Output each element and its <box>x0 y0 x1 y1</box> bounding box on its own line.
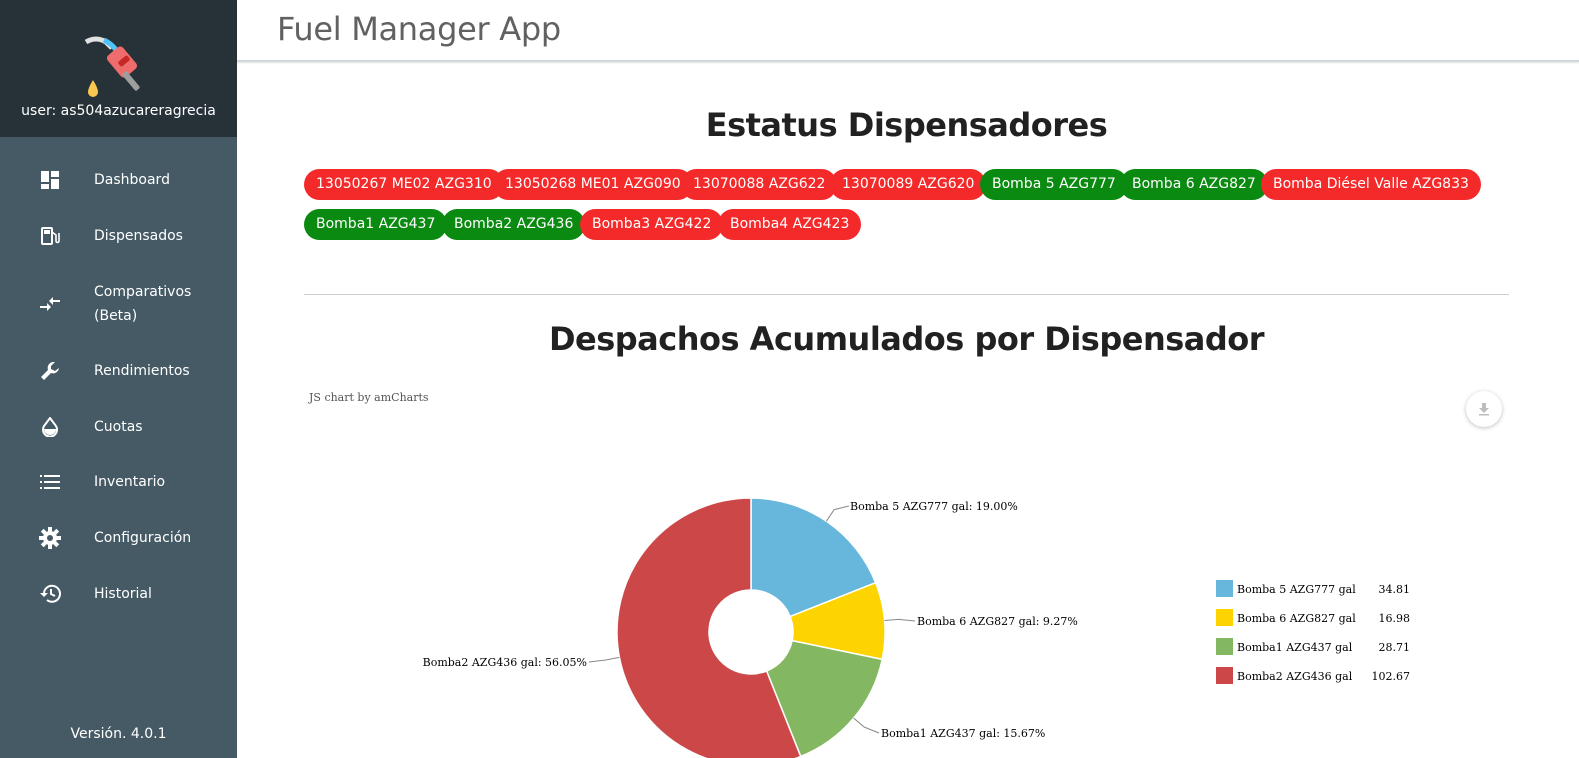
legend-label[interactable]: Bomba 5 AZG777 gal <box>1237 583 1356 596</box>
sidebar-item-label: Comparativos <box>94 284 192 300</box>
slice-label-leader <box>884 618 916 622</box>
dispenser-status-chip[interactable]: Bomba1 AZG437 <box>304 209 448 240</box>
sidebar-item-configuracion[interactable]: Configuración <box>0 518 237 558</box>
legend-label[interactable]: Bomba1 AZG437 gal <box>1237 641 1353 654</box>
dispenser-status-chip[interactable]: Bomba Diésel Valle AZG833 <box>1261 169 1481 200</box>
sidebar-item-historial[interactable]: Historial <box>0 574 237 614</box>
legend-marker[interactable] <box>1216 667 1233 684</box>
user-label: user: as504azucareragrecia <box>21 103 216 119</box>
slice-label-leader <box>588 656 620 663</box>
dispenser-status-chip[interactable]: Bomba3 AZG422 <box>580 209 724 240</box>
legend-label[interactable]: Bomba 6 AZG827 gal <box>1237 612 1356 625</box>
sidebar: user: as504azucareragrecia Dashboard Dis… <box>0 0 237 758</box>
dashboard-icon <box>39 169 61 191</box>
dispenser-status-chip[interactable]: Bomba 5 AZG777 <box>980 169 1128 200</box>
sidebar-item-label: Dispensados <box>94 228 183 244</box>
sidebar-item-inventario[interactable]: Inventario <box>0 462 237 502</box>
pie-slice[interactable] <box>750 497 877 618</box>
sidebar-item-cuotas[interactable]: Cuotas <box>0 407 237 447</box>
sidebar-item-label: Configuración <box>94 530 192 546</box>
chart-section-title: Despachos Acumulados por Dispensador <box>548 320 1265 358</box>
dispenser-status-chip[interactable]: Bomba 6 AZG827 <box>1120 169 1268 200</box>
legend-value: 102.67 <box>1372 670 1411 683</box>
top-header: Fuel Manager App <box>237 0 1579 62</box>
sidebar-item-comparativos[interactable]: Comparativos (Beta) <box>0 280 237 330</box>
slice-label: Bomba1 AZG437 gal: 15.67% <box>881 727 1045 740</box>
gear-icon <box>39 527 61 549</box>
history-icon <box>39 583 61 605</box>
slice-label-leader <box>853 717 880 734</box>
dispenser-status-chip[interactable]: Bomba2 AZG436 <box>442 209 586 240</box>
dispenser-status-chip[interactable]: Bomba4 AZG423 <box>718 209 862 240</box>
sidebar-item-label: Rendimientos <box>94 363 190 379</box>
legend-marker[interactable] <box>1216 609 1233 626</box>
status-section-title: Estatus Dispensadores <box>705 106 1108 144</box>
slice-label: Bomba2 AZG436 gal: 56.05% <box>423 656 587 669</box>
legend-marker[interactable] <box>1216 580 1233 597</box>
app-title: Fuel Manager App <box>277 10 561 48</box>
slice-label: Bomba 6 AZG827 gal: 9.27% <box>917 615 1078 628</box>
wrench-icon <box>39 360 61 382</box>
fuel-pump-icon <box>39 225 61 247</box>
pie-slice[interactable] <box>765 639 884 758</box>
list-icon <box>39 471 61 493</box>
dispenser-status-chip[interactable]: 13070089 AZG620 <box>830 169 987 200</box>
dispenser-status-chip[interactable]: 13050267 ME02 AZG310 <box>304 169 504 200</box>
dispenser-status-chip[interactable]: 13070088 AZG622 <box>681 169 838 200</box>
sidebar-item-label-beta: (Beta) <box>94 308 138 324</box>
sidebar-item-dashboard[interactable]: Dashboard <box>0 160 237 200</box>
fuel-nozzle-logo-icon <box>84 36 140 97</box>
slice-label-leader <box>825 505 850 522</box>
sidebar-item-dispensados[interactable]: Dispensados <box>0 216 237 256</box>
section-divider <box>304 294 1509 295</box>
sidebar-header: user: as504azucareragrecia <box>0 0 237 137</box>
sidebar-item-label: Cuotas <box>94 419 143 435</box>
version-label: Versión. 4.0.1 <box>70 726 167 742</box>
sidebar-item-label: Historial <box>94 586 152 602</box>
chart-download-button[interactable] <box>1466 391 1502 427</box>
sidebar-item-label: Dashboard <box>94 172 170 188</box>
compare-arrows-icon <box>39 293 61 315</box>
dispenser-pie-chart: Bomba 5 AZG777 gal: 19.00% Bomba 6 AZG827… <box>423 497 1411 758</box>
sidebar-item-rendimientos[interactable]: Rendimientos <box>0 351 237 391</box>
drop-icon <box>39 416 61 438</box>
legend-value: 28.71 <box>1379 641 1411 654</box>
legend-value: 34.81 <box>1379 583 1411 596</box>
dispenser-status-chip[interactable]: 13050268 ME01 AZG090 <box>493 169 693 200</box>
legend-marker[interactable] <box>1216 638 1233 655</box>
legend-label[interactable]: Bomba2 AZG436 gal <box>1237 670 1353 683</box>
sidebar-item-label: Inventario <box>94 474 166 490</box>
download-icon <box>1479 403 1489 416</box>
pie-slice[interactable] <box>616 497 802 758</box>
legend-value: 16.98 <box>1379 612 1411 625</box>
slice-label: Bomba 5 AZG777 gal: 19.00% <box>850 500 1018 513</box>
chart-credit-link[interactable]: JS chart by amCharts <box>309 391 429 404</box>
